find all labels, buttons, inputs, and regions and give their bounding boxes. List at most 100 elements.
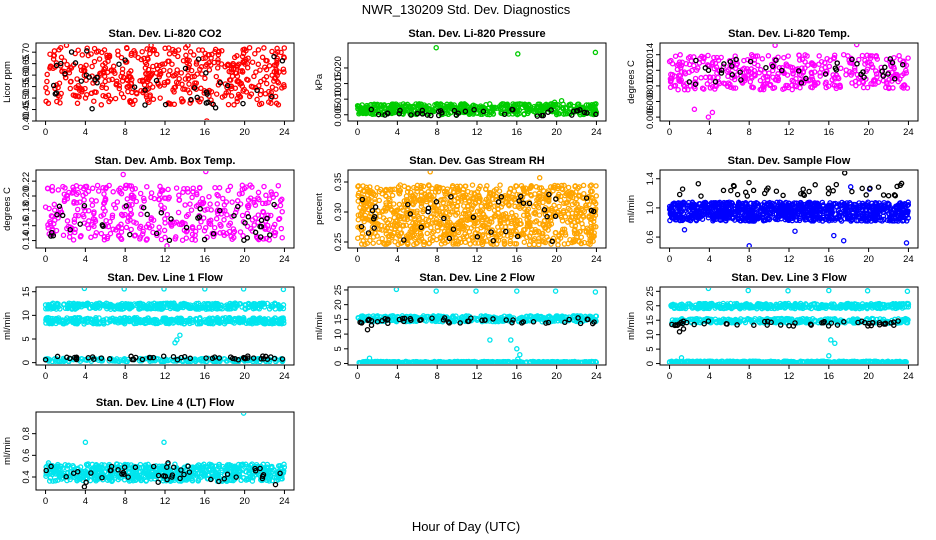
data-points <box>42 171 285 247</box>
data-point <box>833 67 840 73</box>
data-point <box>164 243 170 247</box>
data-point <box>112 95 119 102</box>
data-point <box>182 76 189 82</box>
data-point <box>486 101 493 107</box>
data-point <box>873 213 880 219</box>
data-point <box>466 199 472 205</box>
data-point <box>696 212 702 219</box>
data-point <box>483 196 490 203</box>
data-point <box>61 196 68 203</box>
data-point <box>548 208 555 214</box>
data-point <box>142 87 148 93</box>
x-tick-label: 12 <box>472 127 483 138</box>
data-point <box>269 191 275 198</box>
data-point <box>562 192 568 199</box>
data-point <box>536 193 542 199</box>
data-point <box>489 105 495 111</box>
data-point <box>252 229 259 236</box>
data-point <box>115 232 122 239</box>
data-point <box>212 46 219 53</box>
data-point <box>746 218 752 224</box>
data-point <box>513 183 520 189</box>
data-point <box>841 208 847 214</box>
data-point <box>193 203 200 209</box>
data-point <box>201 236 208 243</box>
data-point <box>404 239 411 246</box>
data-point <box>153 77 160 84</box>
data-point <box>427 171 433 175</box>
data-point <box>112 205 119 211</box>
data-point <box>873 210 880 216</box>
data-point <box>89 185 96 192</box>
data-point <box>508 218 515 224</box>
data-point <box>679 217 686 224</box>
data-point <box>123 44 130 51</box>
data-point <box>74 100 81 107</box>
data-point <box>508 233 514 240</box>
data-point <box>93 198 99 204</box>
x-tick-label: 20 <box>239 254 250 265</box>
data-point <box>753 215 760 221</box>
data-point <box>72 229 78 236</box>
data-point <box>837 84 844 90</box>
data-point <box>540 199 546 206</box>
data-point <box>206 220 212 227</box>
data-point <box>91 98 97 104</box>
data-point <box>110 189 116 195</box>
data-point <box>115 52 121 58</box>
data-point <box>677 205 684 211</box>
data-point <box>89 63 95 70</box>
data-point <box>208 304 215 311</box>
data-point <box>162 234 168 241</box>
data-point <box>50 305 57 312</box>
chart-panel: Stan. Dev. Gas Stream RH0 4 8 12 16 20 240.250… <box>314 155 607 265</box>
data-point <box>856 56 862 63</box>
data-point <box>103 85 110 91</box>
data-point <box>699 204 705 211</box>
data-point <box>109 76 115 83</box>
data-point <box>465 188 471 195</box>
data-point <box>475 240 481 246</box>
data-point <box>544 221 551 227</box>
data-point <box>263 80 270 87</box>
data-point <box>75 47 81 53</box>
data-point <box>414 182 421 189</box>
data-point <box>375 208 381 214</box>
y-tick-label: 0.14 <box>21 231 32 250</box>
data-point <box>360 109 367 116</box>
data-point <box>500 201 506 207</box>
data-point <box>864 84 871 91</box>
data-point <box>586 214 592 221</box>
data-point <box>254 96 260 103</box>
data-point <box>880 192 887 198</box>
data-point <box>379 235 385 242</box>
data-point <box>546 191 552 198</box>
data-point <box>572 237 579 243</box>
data-point <box>840 237 847 244</box>
data-point <box>396 190 403 197</box>
data-point <box>574 201 580 207</box>
data-point <box>157 95 163 101</box>
data-point <box>198 85 204 92</box>
data-point <box>239 182 246 189</box>
data-point <box>854 61 860 67</box>
data-point <box>903 240 910 246</box>
data-point <box>459 217 465 224</box>
data-point <box>860 207 866 214</box>
data-point <box>691 106 698 113</box>
data-point <box>55 187 62 193</box>
data-point <box>263 57 269 64</box>
data-point <box>359 196 366 203</box>
data-point <box>194 94 200 101</box>
x-tick-label: 8 <box>435 127 440 138</box>
data-point <box>101 73 108 80</box>
data-point <box>175 53 181 60</box>
data-point <box>396 110 402 117</box>
data-point <box>176 197 182 203</box>
data-point <box>763 64 769 71</box>
data-point <box>196 47 202 53</box>
data-point <box>590 102 597 109</box>
data-point <box>482 214 488 220</box>
data-point <box>898 180 905 187</box>
